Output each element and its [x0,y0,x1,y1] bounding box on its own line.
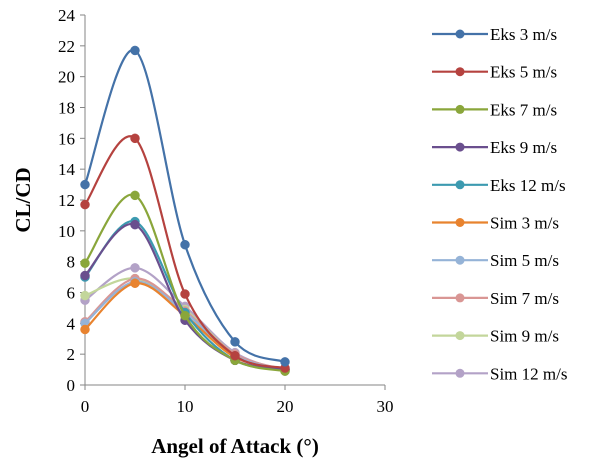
legend-label: Eks 5 m/s [490,63,557,82]
legend-label: Sim 3 m/s [490,214,559,233]
y-tick-label: 20 [58,68,75,87]
plot-area [80,45,290,376]
legend-label: Sim 9 m/s [490,327,559,346]
legend-marker [455,29,465,39]
legend-marker [455,104,465,114]
legend-item: Eks 12 m/s [432,176,566,195]
data-point [180,289,190,299]
y-axis-title: CL/CD [11,167,35,232]
legend-marker [455,218,465,227]
data-point [80,290,90,301]
legend-label: Eks 12 m/s [490,176,566,195]
data-point [80,199,90,210]
x-tick-label: 10 [177,397,194,416]
y-tick-label: 14 [58,160,76,179]
legend-item: Sim 9 m/s [432,327,559,346]
x-tick-label: 30 [377,397,394,416]
data-point [130,133,140,144]
legend-marker [455,142,465,152]
data-point [80,324,90,335]
legend-label: Sim 5 m/s [490,251,559,270]
data-point [80,258,90,268]
data-point [80,270,90,281]
legend-item: Eks 3 m/s [432,25,557,44]
data-point [230,350,240,361]
legend-marker [455,67,465,77]
data-point [130,219,140,230]
legend-item: Sim 3 m/s [432,214,559,233]
data-point [80,179,90,190]
data-point [130,278,140,288]
series-line [84,193,286,373]
y-tick-label: 0 [67,376,76,395]
legend-label: Sim 7 m/s [490,289,559,308]
y-tick-label: 24 [58,6,76,25]
y-tick-label: 6 [67,284,76,303]
y-tick-label: 16 [58,129,75,148]
legend-item: Sim 5 m/s [432,251,559,270]
legend-item: Eks 9 m/s [432,138,557,157]
legend-label: Eks 9 m/s [490,138,557,157]
data-point [230,337,240,347]
series-2 [80,133,290,373]
legend-item: Eks 5 m/s [432,63,557,82]
legend-item: Sim 12 m/s [432,364,567,383]
legend-label: Eks 7 m/s [490,100,557,119]
x-axis-title: Angel of Attack (°) [151,434,319,458]
x-tick-label: 0 [81,397,90,416]
legend-item: Eks 7 m/s [432,100,557,119]
series-line [84,135,286,370]
data-point [180,310,190,321]
legend-marker [455,255,465,265]
legend-marker [455,180,465,190]
data-point [180,239,190,250]
axes [84,15,385,386]
legend-marker [455,331,465,341]
y-tick-label: 8 [67,253,76,272]
data-point [130,263,140,273]
legend-label: Sim 12 m/s [490,364,567,383]
y-tick-label: 2 [67,345,76,364]
data-point [130,45,140,56]
y-tick-label: 12 [58,191,75,210]
y-tick-label: 4 [67,314,76,333]
y-tick-label: 10 [58,222,75,241]
series-1 [80,45,290,367]
legend-item: Sim 7 m/s [432,289,559,308]
legend-marker [455,368,465,378]
y-tick-label: 18 [58,99,75,118]
x-ticks: 0 10 20 30 [81,385,394,416]
x-tick-label: 20 [277,397,294,416]
y-tick-label: 22 [58,37,75,56]
data-point [280,357,290,367]
data-point [130,190,140,201]
legend-marker [455,293,465,303]
legend-label: Eks 3 m/s [490,25,557,44]
legend: Eks 3 m/s Eks 5 m/s Eks 7 m/s Eks 9 m/s Eks … [432,25,567,383]
